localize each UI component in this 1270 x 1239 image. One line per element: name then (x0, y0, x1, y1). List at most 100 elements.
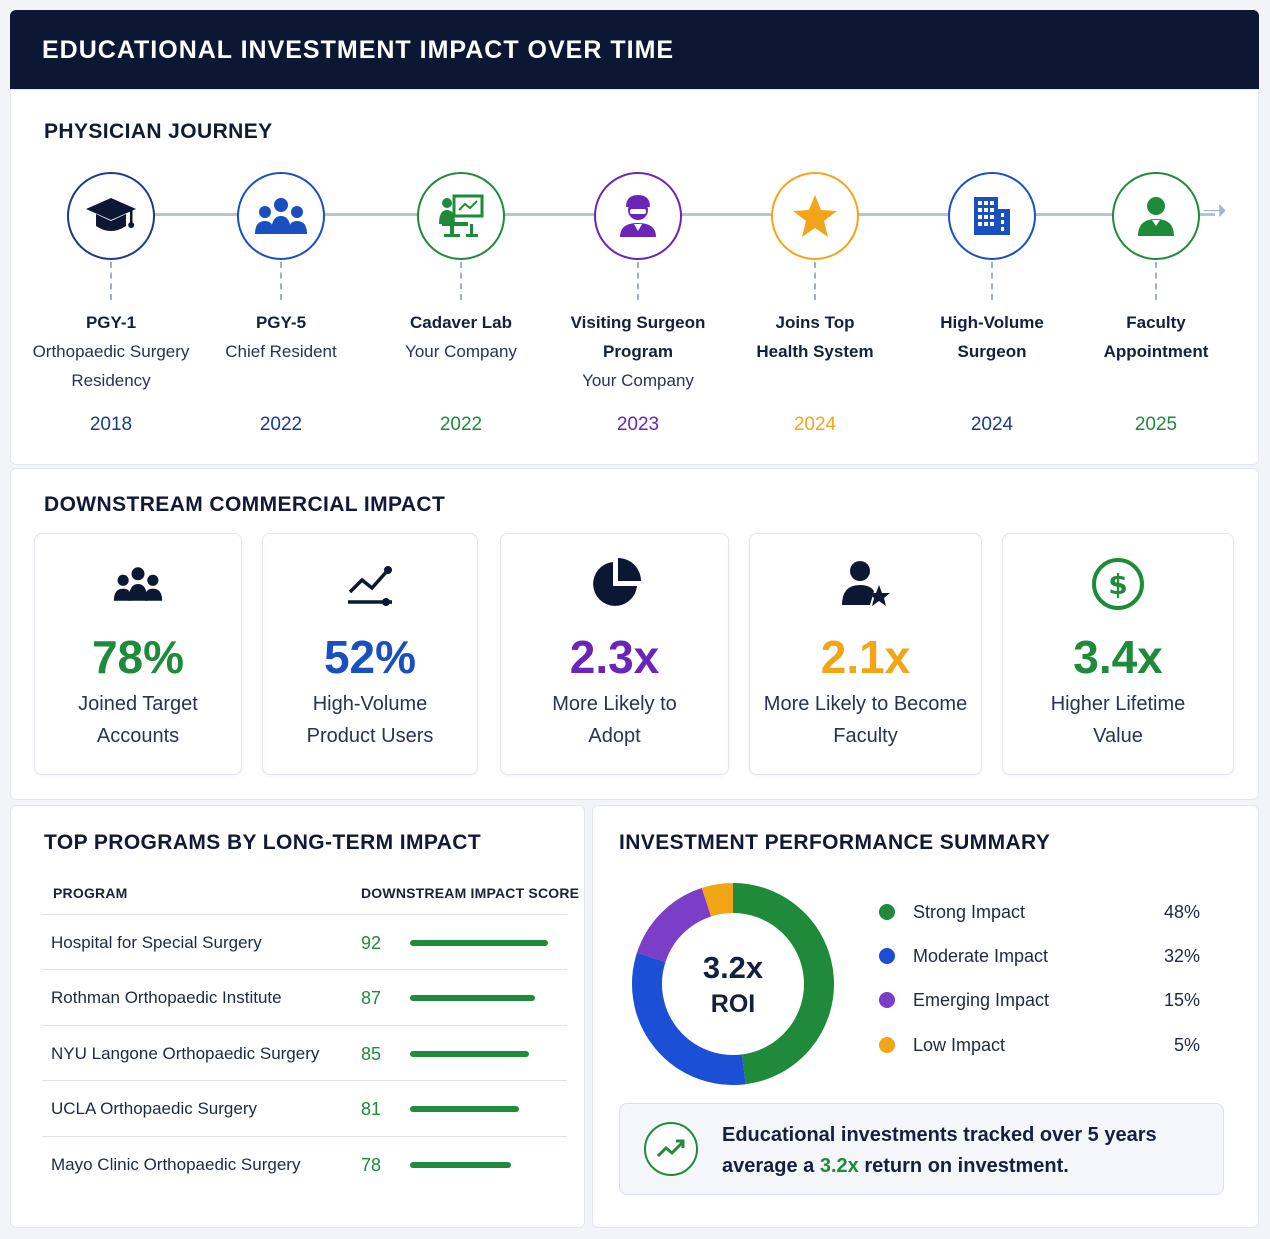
metric-label: Higher Lifetime Value (1013, 688, 1223, 752)
lab-presentation-icon (439, 194, 484, 237)
metric-value: 78% (91, 631, 185, 683)
program-name: NYU Langone Orthopaedic Surgery (51, 1044, 320, 1063)
journey-step-circle (417, 172, 505, 260)
surgeon-icon (620, 195, 656, 237)
roi-callout: Educational investments tracked over 5 y… (619, 1103, 1224, 1195)
metric-value: 2.1x (820, 631, 911, 683)
callout-pre: average a (722, 1155, 820, 1177)
journey-step-circle (594, 172, 682, 260)
journey-step-year: 2024 (970, 414, 1014, 435)
program-name: Rothman Orthopaedic Institute (51, 988, 282, 1007)
metric-label-line: Higher Lifetime (1050, 693, 1186, 715)
journey-step-title-line2: Surgeon (957, 342, 1027, 361)
program-score-bar (410, 1162, 511, 1168)
journey-step-subtitle: Orthopaedic Surgery (32, 342, 190, 361)
metric-label-line: More Likely to (552, 693, 677, 715)
table-divider (42, 914, 567, 915)
journey-step-year: 2023 (616, 414, 660, 435)
program-score-bar (410, 995, 535, 1001)
journey-step-circle (948, 172, 1036, 260)
journey-step-title: Visiting Surgeon (570, 313, 706, 332)
program-score-bar (410, 940, 548, 946)
journey-panel (10, 89, 1259, 465)
table-divider (42, 969, 567, 970)
table-divider (42, 1080, 567, 1081)
user-star-icon (841, 561, 890, 606)
metric-card-faculty: 2.1x More Likely to Become Faculty (749, 533, 982, 775)
metric-label-line: Product Users (306, 725, 434, 747)
legend-dot (879, 904, 895, 920)
legend-label: Emerging Impact (913, 990, 1050, 1010)
journey-step-connector (637, 262, 639, 300)
person-icon (1138, 197, 1174, 236)
metric-card-target-accounts: 78% Joined Target Accounts (34, 533, 242, 775)
journey-step-title: PGY-1 (85, 313, 137, 332)
program-name: UCLA Orthopaedic Surgery (51, 1099, 257, 1118)
journey-step-title: Faculty (1126, 313, 1186, 332)
program-score: 81 (361, 1099, 382, 1119)
journey-step-circle (237, 172, 325, 260)
journey-step-connector (1155, 262, 1157, 300)
program-score-bar (410, 1106, 519, 1112)
program-score: 78 (361, 1155, 382, 1175)
metric-card-product-users: 52% High-Volume Product Users (262, 533, 478, 775)
impact-title: DOWNSTREAM COMMERCIAL IMPACT (44, 493, 446, 516)
legend-label: Low Impact (913, 1035, 1006, 1055)
trend-up-icon (644, 1122, 698, 1176)
metric-card-adopt: 2.3x More Likely to Adopt (500, 533, 729, 775)
journey-step-subtitle: Your Company (582, 371, 694, 390)
legend-label: Moderate Impact (913, 946, 1049, 966)
journey-step-year: 2025 (1134, 414, 1178, 435)
legend-dot (879, 992, 895, 1008)
journey-step-title: PGY-5 (255, 313, 307, 332)
journey-step-year: 2018 (89, 414, 133, 435)
metric-label: More Likely to Adopt (511, 688, 718, 752)
programs-panel (10, 805, 585, 1228)
legend-dot (879, 1037, 895, 1053)
roi-label: ROI (710, 990, 756, 1018)
callout-text: Educational investments tracked over 5 y… (722, 1120, 1157, 1182)
metric-label: More Likely to Become Faculty (760, 688, 971, 752)
page-title: EDUCATIONAL INVESTMENT IMPACT OVER TIME (42, 36, 675, 64)
journey-step-subtitle: Your Company (405, 342, 517, 361)
program-score: 87 (361, 988, 382, 1008)
journey-timeline-line (155, 213, 1215, 216)
metric-label-line: More Likely to Become (763, 693, 968, 715)
journey-step-connector (460, 262, 462, 300)
programs-title: TOP PROGRAMS BY LONG-TERM IMPACT (44, 831, 482, 854)
dollar-circle-icon: $ (1092, 558, 1144, 610)
metric-value: 52% (323, 631, 417, 683)
legend-percent: 5% (1173, 1035, 1200, 1055)
metric-label-line: Adopt (588, 725, 641, 747)
timeline-arrow-icon: ➝ (1202, 194, 1228, 227)
group-icon (255, 198, 307, 234)
journey-step-year: 2022 (439, 414, 483, 435)
svg-text:$: $ (1108, 568, 1127, 601)
column-header-score: DOWNSTREAM IMPACT SCORE (361, 885, 580, 901)
metric-label-line: Faculty (833, 725, 898, 747)
program-score: 92 (361, 933, 382, 953)
journey-step-year: 2022 (259, 414, 303, 435)
journey-step-subtitle: Residency (71, 371, 151, 390)
journey-step-title: Cadaver Lab (409, 313, 513, 332)
graduation-cap-icon (86, 198, 136, 231)
journey-step-year: 2024 (793, 414, 837, 435)
journey-step-subtitle: Chief Resident (225, 342, 337, 361)
metric-label-line: High-Volume (312, 693, 428, 715)
donut-slice-low-impact (701, 883, 734, 917)
metric-value: 2.3x (569, 631, 660, 683)
program-score-bar (410, 1051, 529, 1057)
metric-label-line: Joined Target (78, 693, 198, 715)
legend-percent: 15% (1163, 990, 1200, 1010)
star-icon (793, 195, 837, 237)
journey-step-connector (814, 262, 816, 300)
donut-slice-strong-impact (732, 883, 834, 1085)
program-name: Mayo Clinic Orthopaedic Surgery (51, 1155, 301, 1174)
group-icon (113, 567, 163, 601)
journey-step-circle (1112, 172, 1200, 260)
journey-step-connector (110, 262, 112, 300)
journey-title: PHYSICIAN JOURNEY (44, 120, 273, 143)
journey-step-circle (67, 172, 155, 260)
legend-percent: 48% (1163, 902, 1200, 922)
roi-donut-chart (632, 883, 834, 1085)
